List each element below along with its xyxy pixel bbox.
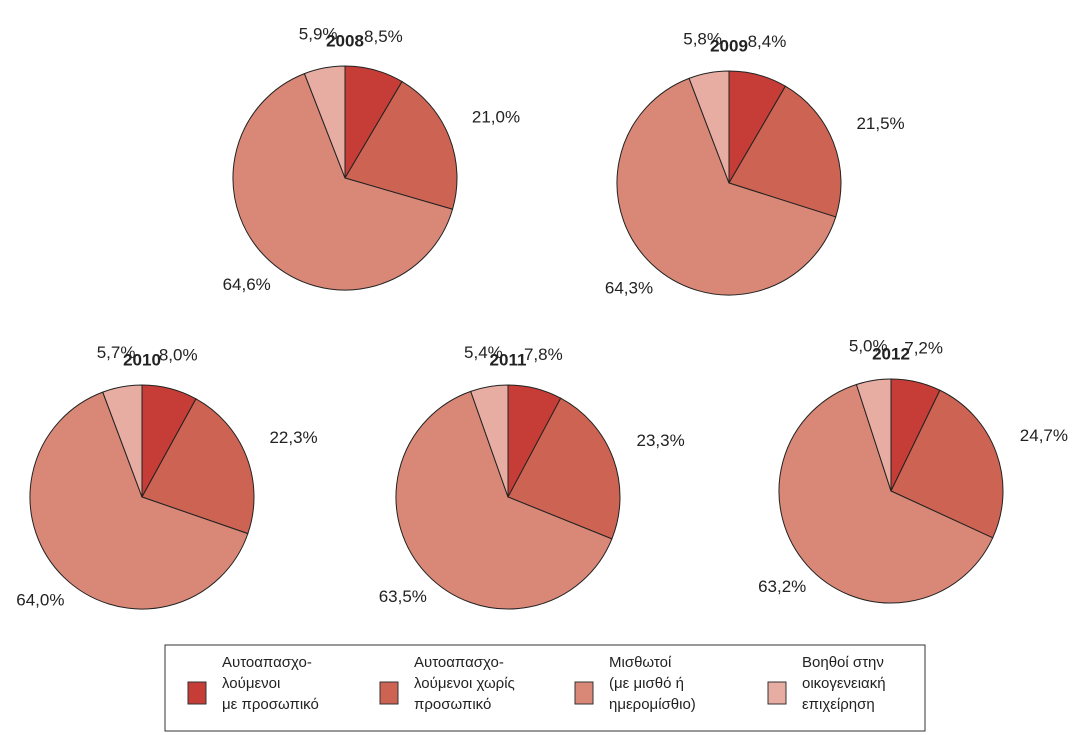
- pie-slice: [344, 80, 458, 210]
- pie-slice: [232, 72, 454, 291]
- data-label: 63,5%: [379, 587, 427, 606]
- pie-title: 2010: [123, 350, 161, 369]
- legend-label: επιχείρηση: [802, 696, 875, 713]
- data-label: 22,3%: [269, 428, 317, 447]
- pie-slice: [102, 384, 143, 498]
- legend-label: Αυτοαπασχο-: [414, 654, 504, 671]
- legend-swatch: [767, 681, 787, 705]
- data-label: 21,0%: [472, 108, 520, 127]
- data-label: 5,4%: [464, 343, 503, 362]
- pie-slice: [470, 384, 509, 498]
- legend-label: οικογενειακή: [802, 675, 886, 692]
- data-label: 5,7%: [97, 343, 136, 362]
- legend-label: λούμενοι: [222, 675, 280, 692]
- legend-label: Αυτοαπασχο-: [222, 654, 312, 671]
- pie-title: 2008: [326, 31, 364, 50]
- data-label: 21,5%: [856, 114, 904, 133]
- pie-slice: [29, 391, 249, 610]
- data-label: 8,5%: [364, 27, 403, 46]
- data-label: 5,8%: [683, 29, 722, 48]
- legend-swatch: [379, 681, 399, 705]
- pie-slice: [728, 85, 842, 218]
- legend-label: ημερομίσθιο): [609, 696, 696, 713]
- data-label: 64,3%: [605, 278, 653, 297]
- pie-title: 2009: [710, 36, 748, 55]
- legend-label: (με μισθό ή: [609, 675, 684, 692]
- legend-label: προσωπικό: [414, 696, 491, 713]
- data-label: 64,6%: [223, 275, 271, 294]
- pie-title: 2011: [490, 350, 527, 369]
- pie-slice: [616, 77, 837, 296]
- legend-box: [164, 644, 926, 732]
- data-label: 7,2%: [904, 339, 943, 358]
- pie-slice: [778, 383, 994, 604]
- legend-swatch: [574, 681, 594, 705]
- pie-slice: [395, 390, 613, 610]
- pie-slice: [303, 65, 346, 179]
- legend-swatch: [187, 681, 207, 705]
- data-label: 8,0%: [159, 345, 198, 364]
- legend-label: Βοηθοί στην: [802, 654, 884, 671]
- pie-slice: [141, 398, 255, 535]
- pie-slice: [507, 397, 621, 540]
- data-label: 5,9%: [299, 24, 338, 43]
- data-label: 23,3%: [637, 431, 685, 450]
- pie-slice: [855, 378, 892, 492]
- legend-label: λούμενοι χωρίς: [414, 675, 515, 692]
- data-label: 7,8%: [524, 345, 563, 364]
- data-label: 64,0%: [16, 591, 64, 610]
- legend-label: με προσωπικό: [222, 696, 319, 713]
- data-label: 5,0%: [849, 337, 888, 356]
- data-label: 8,4%: [748, 32, 787, 51]
- pie-title: 2012: [872, 344, 910, 363]
- pie-slice: [890, 389, 1004, 539]
- data-label: 24,7%: [1020, 426, 1068, 445]
- data-label: 63,2%: [758, 577, 806, 596]
- legend-label: Μισθωτοί: [609, 654, 672, 671]
- pie-slice: [688, 70, 730, 184]
